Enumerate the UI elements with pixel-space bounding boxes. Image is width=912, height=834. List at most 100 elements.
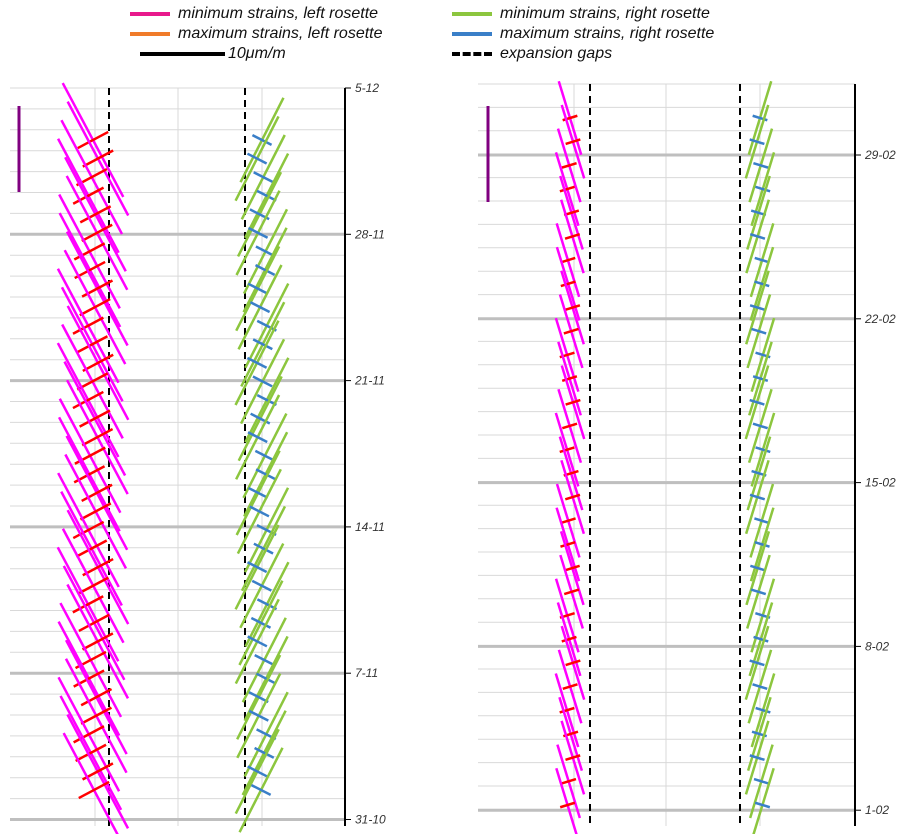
max-strain-mark [749,398,765,406]
max-strain-mark [561,422,578,430]
legend-label: minimum strains, left rosette [178,5,379,22]
max-strain-mark [560,256,576,264]
max-strain-mark [252,338,273,351]
max-strain-mark [749,659,765,667]
y-tick-label: 8-02 [865,639,889,653]
legend-swatch [130,12,170,16]
max-strain-mark [79,205,112,224]
max-strain-mark [254,654,275,666]
max-strain-mark [80,706,113,725]
max-strain-mark [248,691,269,704]
max-strain-mark [753,635,769,643]
max-strain-mark [77,576,109,595]
max-strain-mark [749,304,766,311]
max-strain-mark [78,780,110,800]
max-strain-mark [253,171,274,184]
max-strain-mark [76,335,109,354]
max-strain-mark [559,446,575,454]
max-strain-mark [81,632,114,651]
max-strain-mark [752,683,768,690]
legend: minimum strains, left rosette maximum st… [0,0,912,70]
max-strain-mark [252,375,273,388]
max-strain-mark [73,725,105,744]
legend-label: 10μm/m [228,45,286,62]
max-strain-mark [72,186,105,205]
max-strain-mark [247,431,268,444]
max-strain-mark [75,743,107,763]
max-strain-mark [81,223,113,243]
max-strain-mark [560,540,576,548]
max-strain-mark [249,301,271,314]
max-strain-mark [749,233,766,240]
max-strain-mark [563,327,579,335]
max-strain-mark [248,709,269,722]
max-strain-mark [754,517,770,525]
max-strain-mark [81,483,113,503]
legend-item-expansion-gaps: expansion gaps [452,44,612,64]
legend-label: maximum strains, right rosette [500,25,715,42]
y-tick-label: 7-11 [355,666,378,680]
max-strain-mark [255,672,277,685]
max-strain-mark [564,493,581,501]
max-strain-mark [247,486,269,499]
max-strain-mark [749,493,766,501]
max-strain-mark [77,130,109,150]
max-strain-mark [79,297,111,317]
max-strain-mark [755,706,771,714]
max-strain-mark [78,613,110,633]
max-strain-mark [246,152,268,165]
max-strain-mark [754,280,770,288]
max-strain-mark [256,394,278,406]
max-strain-mark [561,161,577,169]
max-strain-mark [72,390,104,410]
max-strain-mark [564,304,581,311]
max-strain-mark [247,282,268,295]
max-strain-mark [565,754,581,762]
max-strain-mark [79,409,111,428]
max-strain-mark [256,189,277,202]
max-strain-mark [79,502,112,521]
max-strain-mark [561,375,578,383]
max-strain-mark [246,356,268,369]
max-strain-mark [251,579,272,592]
y-tick-label: 1-02 [865,803,889,817]
max-strain-mark [564,564,581,572]
max-strain-mark [249,505,270,518]
max-strain-mark [751,327,767,335]
y-tick-label: 28-11 [354,227,385,241]
max-strain-mark [251,134,273,146]
y-tick-label: 14-11 [355,520,385,534]
legend-swatch [130,32,170,36]
max-strain-mark [749,564,766,572]
max-strain-mark [74,260,106,280]
y-tick-label: 31-10 [355,813,386,827]
max-strain-mark [82,557,114,577]
max-strain-mark [752,375,769,383]
max-strain-mark [72,595,104,614]
legend-item-scale: 10μm/m [140,44,286,64]
legend-swatch [452,52,492,56]
y-tick-label: 15-02 [865,476,896,490]
legend-item-max-left: maximum strains, left rosette [130,24,383,44]
max-strain-mark [754,540,770,548]
max-strain-mark [754,256,770,264]
max-strain-mark [752,422,769,430]
max-strain-mark [250,616,272,629]
max-strain-mark [255,468,276,481]
max-strain-mark [565,398,581,406]
max-strain-mark [253,542,274,555]
y-tick-label: 21-11 [354,374,385,388]
legend-item-min-left: minimum strains, left rosette [130,4,378,24]
max-strain-mark [562,683,578,690]
max-strain-mark [749,754,765,762]
max-strain-mark [749,138,765,146]
max-strain-mark [755,185,771,193]
max-strain-mark [560,517,576,525]
max-strain-mark [82,149,114,168]
legend-label: maximum strains, left rosette [178,25,383,42]
max-strain-mark [560,777,577,785]
legend-swatch [452,12,492,16]
max-strain-mark [82,353,114,373]
max-strain-mark [559,706,575,714]
